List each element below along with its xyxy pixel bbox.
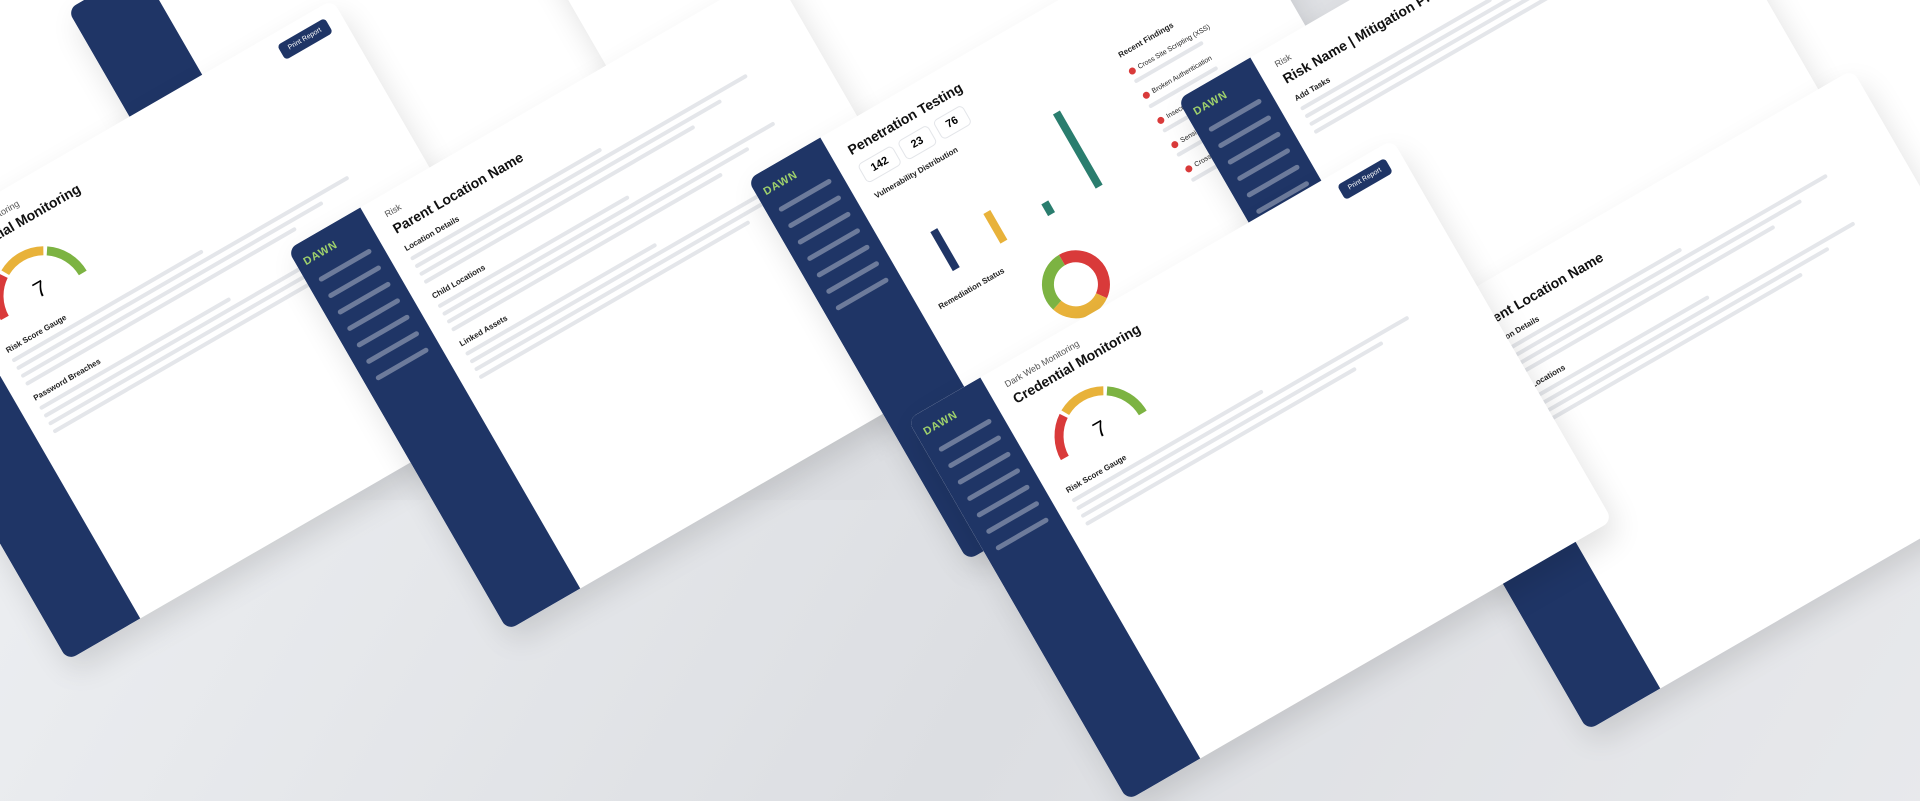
gauge: 7 <box>0 246 87 321</box>
page: (() => { const data = JSON.parse(documen… <box>0 0 1920 500</box>
bar <box>1052 110 1103 189</box>
gauge-arc <box>1106 386 1147 416</box>
donut-segment <box>1058 250 1110 299</box>
bar <box>983 209 1008 244</box>
type-chart <box>930 110 1103 272</box>
donut-segment <box>1041 254 1066 310</box>
gauge: 7 <box>1054 386 1147 461</box>
gauge-value: 7 <box>29 275 52 303</box>
gauge-arc <box>0 273 9 321</box>
bar <box>1041 200 1056 217</box>
gauge-arc <box>1054 413 1069 461</box>
gauge-arc <box>1 246 44 276</box>
bar <box>930 228 960 272</box>
gauge-arc <box>46 246 87 276</box>
gauge-value: 7 <box>1089 415 1112 443</box>
donut <box>1041 250 1110 319</box>
gauge-arc <box>1061 386 1104 416</box>
donut-segment <box>1053 292 1107 319</box>
